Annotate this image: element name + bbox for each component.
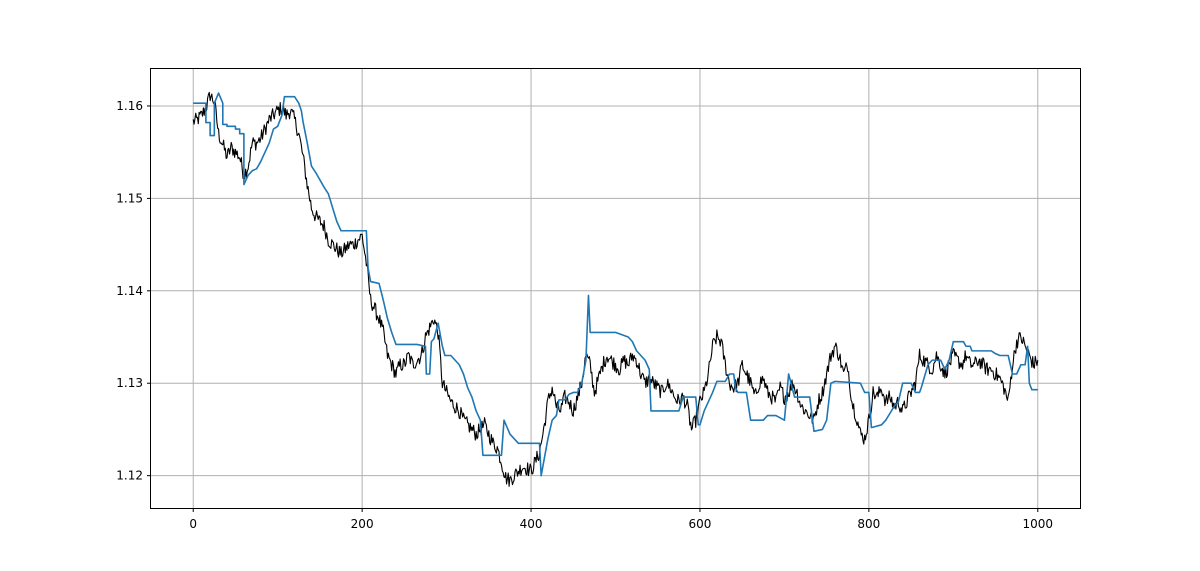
y-tick-label: 1.12 — [116, 469, 143, 483]
grid-layer — [151, 69, 1080, 508]
y-tick-label: 1.16 — [116, 99, 143, 113]
y-tick-label: 1.14 — [116, 284, 143, 298]
x-tick-label: 1000 — [1022, 517, 1053, 531]
series-layer — [192, 91, 1039, 487]
y-tick-label: 1.13 — [116, 376, 143, 390]
x-tick-label: 200 — [351, 517, 374, 531]
x-tick-label: 0 — [189, 517, 197, 531]
series-line-0 — [192, 91, 1039, 487]
series-line-1 — [193, 92, 1038, 477]
plot-frame — [150, 68, 1081, 509]
x-tick-label: 800 — [857, 517, 880, 531]
tick-layer: 0 200 400 600 800 1000 1.12 1.13 1.14 1.15 1.16 — [116, 99, 1053, 531]
y-tick-label: 1.15 — [116, 191, 143, 205]
x-tick-label: 600 — [689, 517, 712, 531]
x-tick-label: 400 — [520, 517, 543, 531]
